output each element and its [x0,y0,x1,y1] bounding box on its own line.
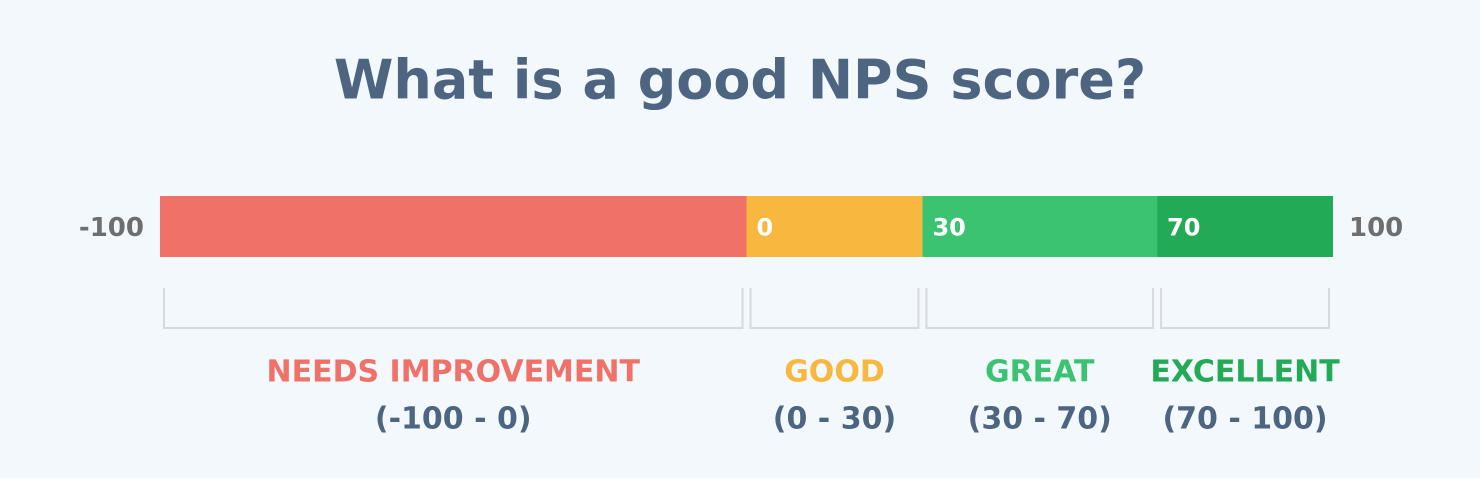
segment [160,196,747,257]
bracket [925,288,1155,329]
segment-range: (30 - 70) [968,402,1112,437]
segment-start: 30 [932,214,965,242]
scale-max: 100 [1349,213,1403,243]
segment-start: 0 [757,214,774,242]
segment-start: 70 [1167,214,1200,242]
segment-name: GOOD [784,355,885,390]
segment-range: (70 - 100) [1162,402,1327,437]
segment [1157,196,1333,257]
segment [922,196,1158,257]
bracket [1160,288,1330,329]
segment-name: EXCELLENT [1150,355,1340,390]
segment-name: GREAT [985,355,1095,390]
bracket [749,288,920,329]
segment [746,196,923,257]
scale-min: -100 [79,213,144,243]
segment-name: NEEDS IMPROVEMENT [267,355,641,390]
bracket [163,288,744,329]
segment-range: (-100 - 0) [375,402,532,437]
segment-range: (0 - 30) [773,402,896,437]
title: What is a good NPS score? [334,49,1146,112]
